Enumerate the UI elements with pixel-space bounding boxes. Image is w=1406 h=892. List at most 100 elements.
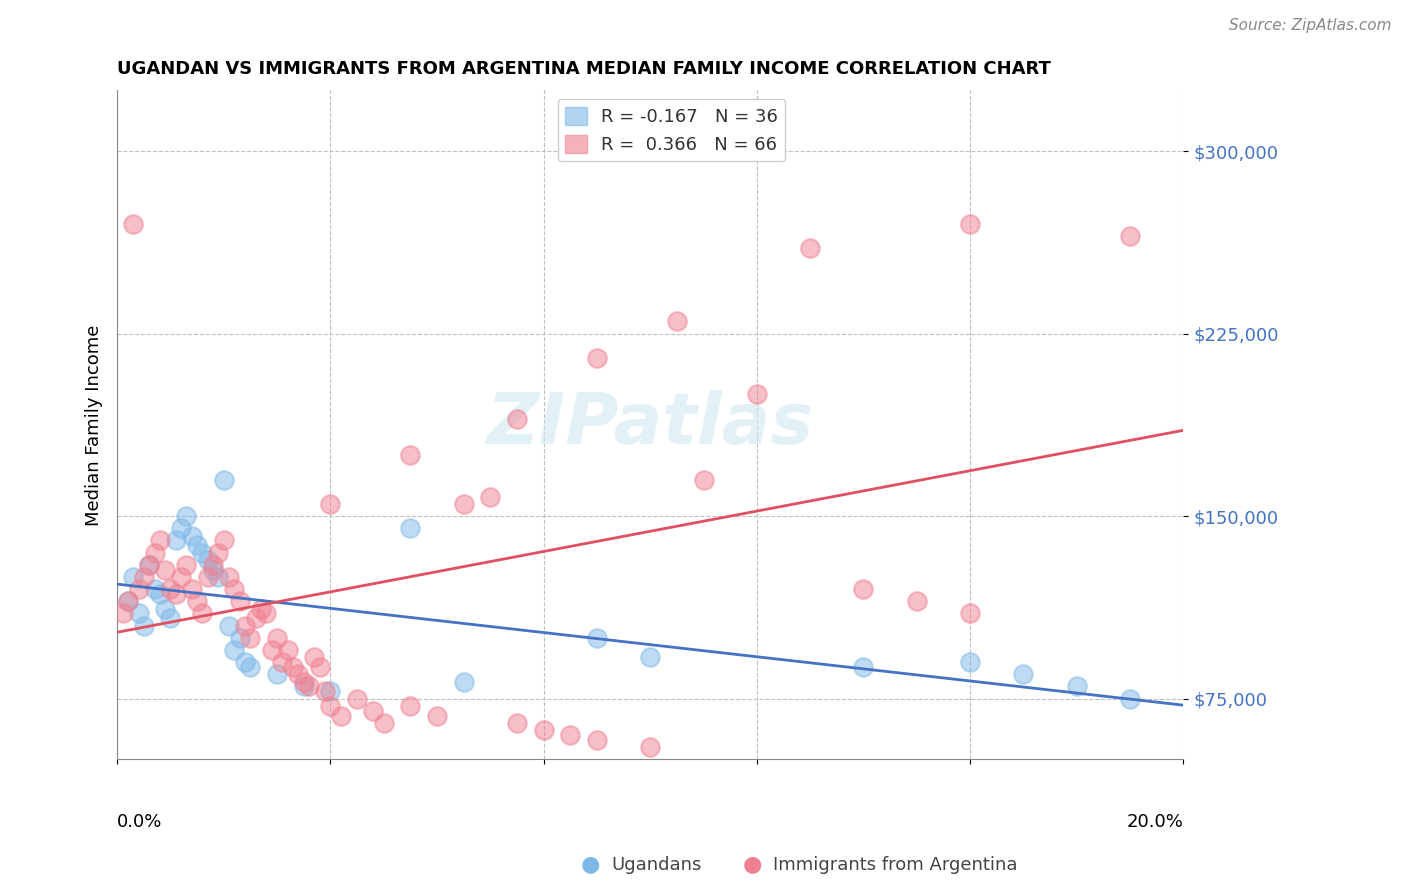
Point — [202, 563, 225, 577]
Point — [138, 558, 160, 572]
Text: 0.0%: 0.0% — [117, 813, 163, 831]
Point — [229, 594, 252, 608]
Point — [229, 631, 252, 645]
Point — [256, 607, 278, 621]
Point — [153, 563, 176, 577]
Point — [852, 660, 875, 674]
Point — [453, 674, 475, 689]
Text: ●: ● — [742, 855, 762, 874]
Point — [128, 582, 150, 596]
Point — [533, 723, 555, 738]
Point — [153, 601, 176, 615]
Text: UGANDAN VS IMMIGRANTS FROM ARGENTINA MEDIAN FAMILY INCOME CORRELATION CHART: UGANDAN VS IMMIGRANTS FROM ARGENTINA MED… — [117, 60, 1052, 78]
Point — [245, 611, 267, 625]
Point — [361, 704, 384, 718]
Point — [271, 655, 294, 669]
Point — [399, 521, 422, 535]
Point — [506, 411, 529, 425]
Point — [117, 594, 139, 608]
Point — [277, 643, 299, 657]
Point — [149, 587, 172, 601]
Point — [191, 607, 214, 621]
Text: 20.0%: 20.0% — [1126, 813, 1184, 831]
Point — [1119, 229, 1142, 244]
Point — [218, 618, 240, 632]
Point — [506, 715, 529, 730]
Point — [176, 558, 198, 572]
Point — [212, 533, 235, 548]
Point — [186, 538, 208, 552]
Point — [132, 570, 155, 584]
Point — [212, 473, 235, 487]
Point — [170, 570, 193, 584]
Point — [239, 631, 262, 645]
Text: Immigrants from Argentina: Immigrants from Argentina — [773, 856, 1018, 874]
Text: ●: ● — [581, 855, 600, 874]
Point — [298, 680, 321, 694]
Point — [159, 582, 181, 596]
Point — [186, 594, 208, 608]
Point — [143, 546, 166, 560]
Point — [638, 740, 661, 755]
Point — [197, 570, 219, 584]
Point — [281, 660, 304, 674]
Point — [319, 698, 342, 713]
Point — [197, 553, 219, 567]
Point — [1066, 680, 1088, 694]
Point — [586, 733, 609, 747]
Point — [165, 587, 187, 601]
Point — [319, 497, 342, 511]
Point — [453, 497, 475, 511]
Point — [165, 533, 187, 548]
Point — [159, 611, 181, 625]
Point — [180, 528, 202, 542]
Y-axis label: Median Family Income: Median Family Income — [86, 324, 103, 525]
Point — [1119, 691, 1142, 706]
Text: ZIPatlas: ZIPatlas — [486, 391, 814, 459]
Point — [292, 674, 315, 689]
Point — [138, 558, 160, 572]
Point — [560, 728, 582, 742]
Point — [207, 546, 229, 560]
Point — [308, 660, 330, 674]
Point — [852, 582, 875, 596]
Point — [218, 570, 240, 584]
Point — [111, 607, 134, 621]
Point — [373, 715, 395, 730]
Point — [266, 667, 288, 681]
Point — [314, 684, 336, 698]
Point — [665, 314, 688, 328]
Point — [346, 691, 368, 706]
Point — [692, 473, 714, 487]
Point — [1012, 667, 1035, 681]
Point — [202, 558, 225, 572]
Point — [287, 667, 309, 681]
Point — [239, 660, 262, 674]
Point — [250, 601, 273, 615]
Point — [122, 217, 145, 231]
Point — [319, 684, 342, 698]
Point — [745, 387, 768, 401]
Point — [117, 594, 139, 608]
Point — [149, 533, 172, 548]
Point — [292, 680, 315, 694]
Point — [905, 594, 928, 608]
Text: Ugandans: Ugandans — [612, 856, 702, 874]
Point — [128, 607, 150, 621]
Point — [799, 242, 821, 256]
Point — [191, 546, 214, 560]
Point — [399, 448, 422, 462]
Point — [479, 490, 502, 504]
Point — [266, 631, 288, 645]
Text: Source: ZipAtlas.com: Source: ZipAtlas.com — [1229, 18, 1392, 33]
Point — [959, 217, 981, 231]
Point — [170, 521, 193, 535]
Point — [586, 351, 609, 365]
Point — [143, 582, 166, 596]
Point — [224, 643, 246, 657]
Point — [586, 631, 609, 645]
Point — [426, 708, 449, 723]
Legend: R = -0.167   N = 36, R =  0.366   N = 66: R = -0.167 N = 36, R = 0.366 N = 66 — [558, 99, 786, 161]
Point — [959, 607, 981, 621]
Point — [176, 509, 198, 524]
